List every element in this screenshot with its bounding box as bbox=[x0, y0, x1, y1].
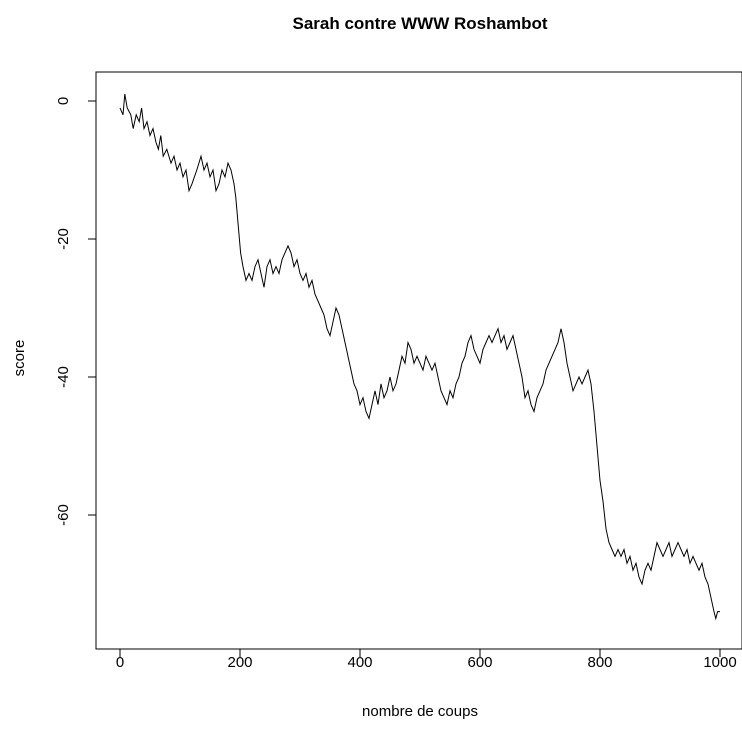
x-tick-label: 200 bbox=[227, 654, 252, 671]
series-line bbox=[119, 94, 720, 621]
y-tick-label: -40 bbox=[55, 366, 72, 388]
x-tick-label: 1000 bbox=[703, 654, 736, 671]
x-axis-title: nombre de coups bbox=[362, 703, 478, 720]
y-axis-title: score bbox=[11, 340, 28, 377]
y-tick-label: -20 bbox=[55, 228, 72, 250]
y-axis: 0 -20 -40 -60 bbox=[55, 97, 97, 526]
y-tick-label: -60 bbox=[55, 504, 72, 526]
chart-title: Sarah contre WWW Roshambot bbox=[292, 14, 547, 33]
x-tick-label: 0 bbox=[116, 654, 124, 671]
x-tick-label: 600 bbox=[467, 654, 492, 671]
x-axis: 0 200 400 600 800 1000 bbox=[116, 648, 737, 671]
x-tick-label: 800 bbox=[587, 654, 612, 671]
y-tick-label: 0 bbox=[55, 97, 72, 105]
x-tick-label: 400 bbox=[347, 654, 372, 671]
